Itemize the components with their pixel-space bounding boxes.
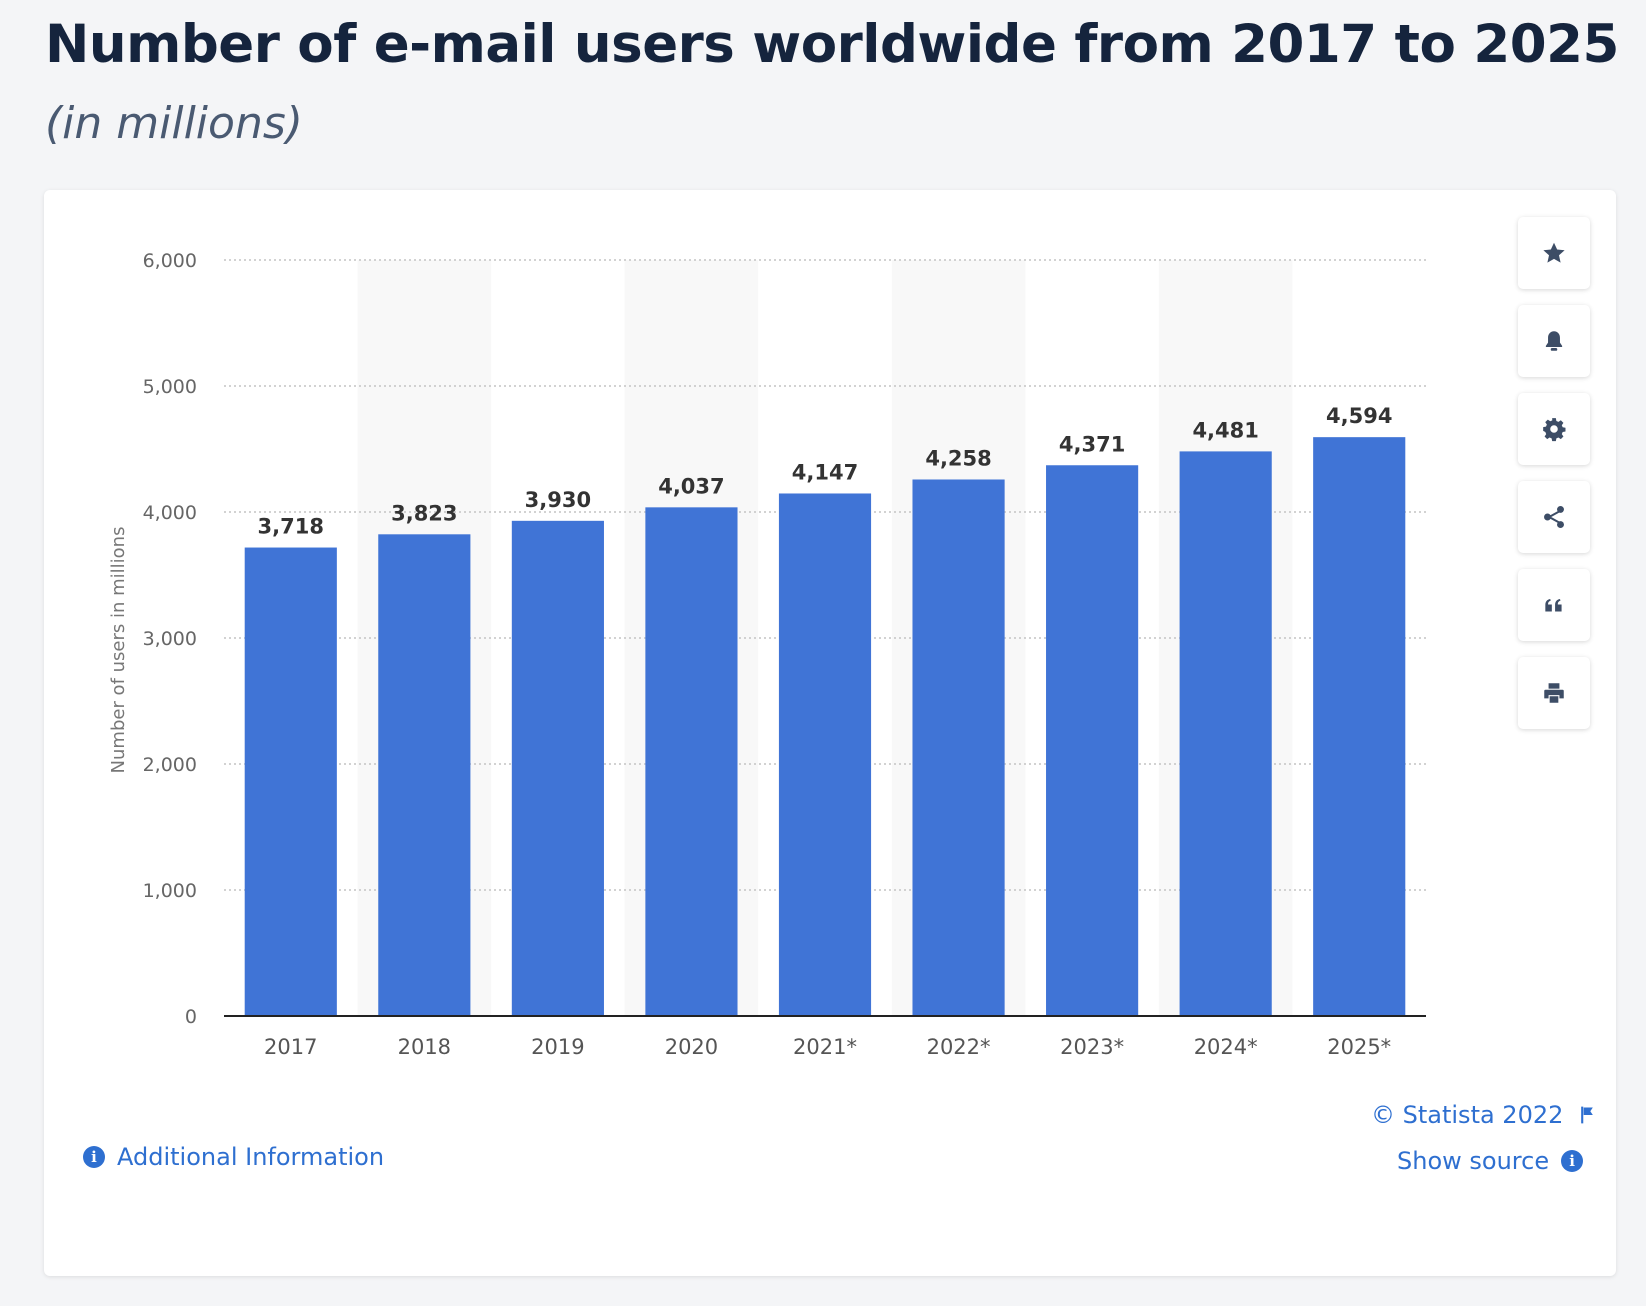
chart-toolbar	[1518, 217, 1590, 745]
settings-button[interactable]	[1518, 393, 1590, 465]
bar	[1046, 465, 1139, 1016]
x-tick-label: 2017	[264, 1035, 317, 1059]
data-label: 3,823	[391, 501, 457, 525]
star-icon	[1543, 242, 1565, 263]
show-source-text: Show source	[1397, 1147, 1550, 1175]
x-tick-label: 2018	[398, 1035, 451, 1059]
additional-information-text: Additional Information	[117, 1143, 385, 1171]
print-button[interactable]	[1518, 657, 1590, 729]
x-tick-label: 2025*	[1327, 1035, 1391, 1059]
bar	[645, 507, 738, 1016]
y-axis-label: Number of users in millions	[108, 527, 129, 774]
y-tick-label: 1,000	[143, 880, 197, 902]
x-tick-label: 2019	[531, 1035, 584, 1059]
y-tick-label: 3,000	[143, 628, 197, 650]
data-label: 4,037	[658, 474, 724, 498]
data-label: 4,371	[1059, 432, 1125, 456]
x-tick-label: 2020	[665, 1035, 718, 1059]
notification-button[interactable]	[1518, 305, 1590, 377]
bar	[1313, 437, 1406, 1016]
flag-icon	[1577, 1105, 1597, 1125]
y-tick-label: 0	[185, 1006, 197, 1028]
y-tick-label: 5,000	[143, 376, 197, 398]
y-tick-label: 6,000	[143, 250, 197, 272]
share-icon	[1544, 505, 1564, 529]
print-icon	[1544, 683, 1564, 703]
share-button[interactable]	[1518, 481, 1590, 553]
data-label: 4,147	[792, 460, 858, 484]
data-label: 4,258	[925, 446, 991, 470]
bar	[244, 547, 337, 1016]
data-label: 3,718	[258, 515, 324, 539]
copyright-text: © Statista 2022	[1371, 1101, 1564, 1129]
page-subtitle: (in millions)	[45, 98, 303, 149]
favorite-button[interactable]	[1518, 217, 1590, 289]
x-tick-label: 2023*	[1060, 1035, 1124, 1059]
gear-icon	[1543, 418, 1566, 442]
cite-button[interactable]	[1518, 569, 1590, 641]
page-title: Number of e-mail users worldwide from 20…	[45, 14, 1619, 75]
bar	[378, 534, 471, 1016]
chart-card: 0 1,000 2,000 3,000 4,000 5,000 6,000 Number of…	[44, 190, 1616, 1276]
bar	[1179, 451, 1272, 1016]
bar	[511, 520, 604, 1016]
info-icon: i	[83, 1146, 105, 1168]
y-tick-label: 2,000	[143, 754, 197, 776]
x-tick-label: 2021*	[793, 1035, 857, 1059]
data-label: 4,594	[1326, 404, 1392, 428]
y-tick-label: 4,000	[143, 502, 197, 524]
additional-information-link[interactable]: i Additional Information	[83, 1143, 384, 1171]
bell-icon	[1545, 331, 1563, 351]
bar	[912, 479, 1005, 1016]
bar	[778, 493, 872, 1016]
x-tick-label: 2022*	[927, 1035, 991, 1059]
x-tick-label: 2024*	[1194, 1035, 1258, 1059]
bar-chart: 0 1,000 2,000 3,000 4,000 5,000 6,000 Number of…	[108, 250, 1426, 1059]
copyright-link[interactable]: © Statista 2022	[1371, 1101, 1597, 1129]
data-label: 4,481	[1192, 418, 1258, 442]
quote-icon	[1545, 599, 1562, 612]
info-icon: i	[1561, 1150, 1584, 1172]
show-source-link[interactable]: Show source i	[1397, 1147, 1584, 1175]
data-label: 3,930	[525, 488, 591, 512]
